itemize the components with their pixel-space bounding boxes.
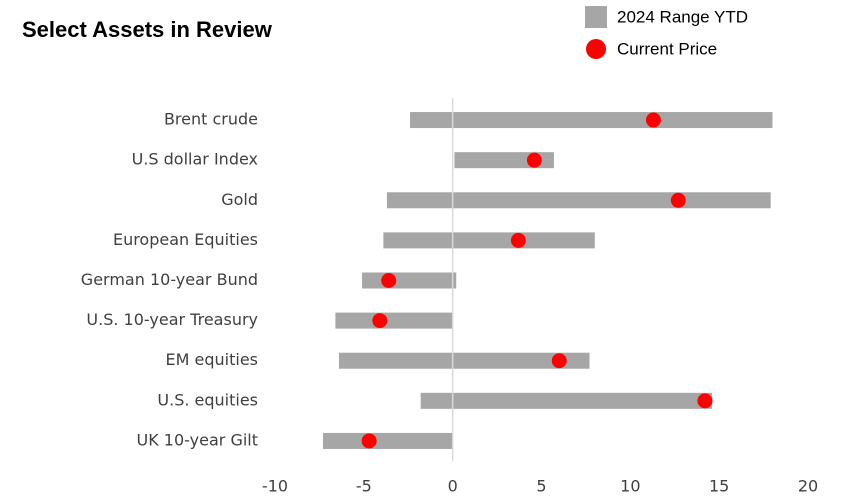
y-tick-label: Gold	[221, 190, 258, 209]
range-bar	[420, 392, 713, 409]
range-bar	[335, 312, 453, 329]
current-price-dot	[510, 232, 526, 248]
legend-label: Current Price	[617, 39, 717, 58]
current-price-dot	[381, 273, 397, 288]
chart-title: Select Assets in Review	[22, 17, 273, 42]
current-price-dot	[551, 353, 567, 369]
y-tick-label: U.S. 10-year Treasury	[86, 310, 258, 329]
range-bar	[386, 192, 771, 209]
current-price-dot	[361, 433, 377, 449]
y-tick-label: UK 10-year Gilt	[137, 430, 258, 449]
x-tick-label: 0	[448, 477, 458, 496]
y-tick-label: U.S dollar Index	[132, 150, 258, 169]
y-tick-label: European Equities	[113, 230, 258, 249]
current-price-dot	[670, 192, 686, 208]
range-bar	[338, 352, 590, 369]
current-price-dot	[372, 313, 388, 329]
x-tick-label: -5	[356, 477, 372, 496]
y-tick-label: Brent crude	[164, 110, 258, 129]
x-tick-label: 20	[798, 477, 818, 496]
range-bar	[383, 232, 595, 249]
x-tick-label: 10	[620, 477, 640, 496]
current-price-dot	[645, 112, 661, 128]
current-price-dot	[697, 393, 713, 409]
legend-swatch	[586, 39, 606, 59]
y-tick-label: U.S. equities	[157, 390, 258, 409]
range-bar	[322, 432, 453, 449]
range-bar	[410, 112, 773, 129]
legend-label: 2024 Range YTD	[617, 7, 748, 26]
x-tick-label: 5	[536, 477, 546, 496]
y-tick-label: EM equities	[166, 350, 258, 369]
current-price-dot	[526, 152, 542, 168]
x-tick-label: 15	[709, 477, 729, 496]
range-bar	[362, 272, 457, 289]
legend-swatch	[585, 6, 607, 28]
x-tick-label: -10	[262, 477, 288, 496]
y-tick-label: German 10-year Bund	[81, 270, 258, 289]
